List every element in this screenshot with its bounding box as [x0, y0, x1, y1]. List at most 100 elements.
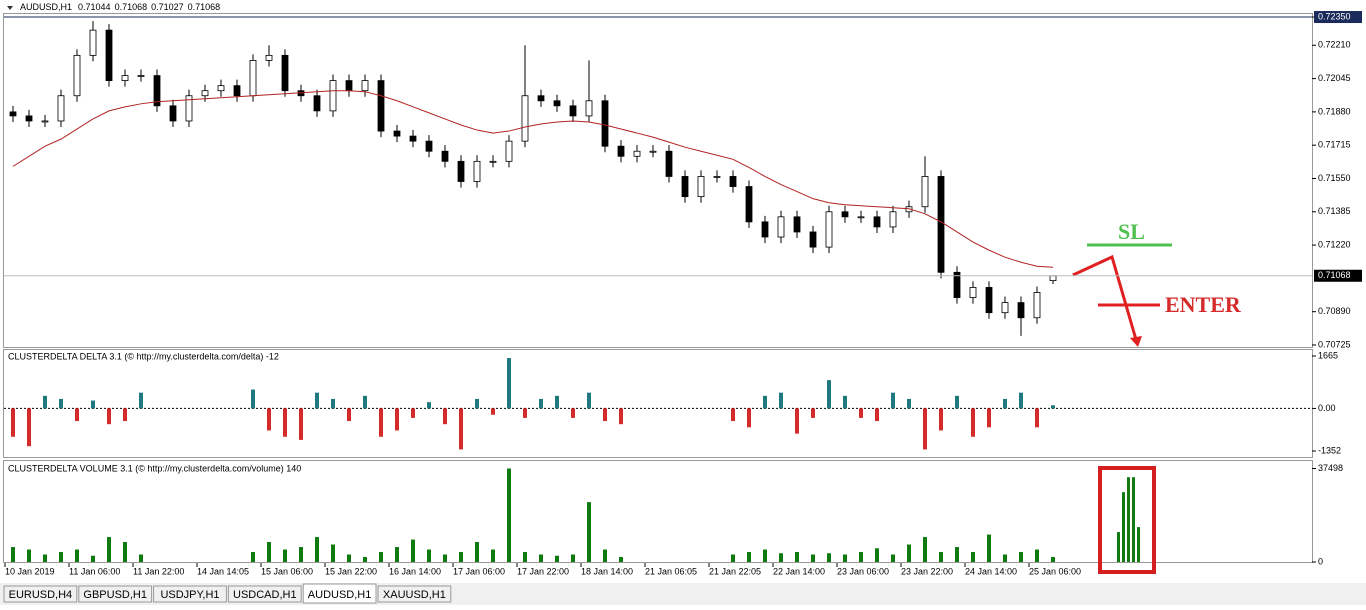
ohlc-high: 0.71068 — [115, 2, 148, 12]
tab[interactable] — [227, 585, 302, 603]
bar — [859, 552, 863, 562]
bar — [91, 555, 95, 562]
bar — [331, 398, 335, 409]
candle-body — [537, 95, 545, 102]
candle-body — [953, 271, 961, 298]
x-tick-label: 16 Jan 14:00 — [389, 566, 441, 576]
candle-body — [585, 100, 593, 117]
candle-body — [825, 211, 833, 248]
highlight-bar — [1127, 477, 1130, 562]
candle-body — [521, 95, 529, 142]
candle-body — [553, 100, 561, 107]
candle-body — [489, 160, 497, 163]
candle-body — [681, 176, 689, 198]
tab-label[interactable]: USDCAD,H1 — [233, 589, 297, 601]
x-tick-label: 15 Jan 06:00 — [261, 566, 313, 576]
x-tick-label: 11 Jan 22:00 — [133, 566, 184, 576]
bar — [843, 395, 847, 409]
bar — [123, 408, 127, 422]
tab[interactable] — [377, 585, 452, 603]
bar — [395, 408, 399, 431]
moving-average — [12, 90, 1054, 268]
y-tick-label: 37498 — [1318, 463, 1343, 473]
candle-body — [889, 211, 897, 228]
main-panel — [3, 13, 1313, 348]
bar — [507, 358, 511, 409]
candle-body — [185, 95, 193, 122]
x-tick-label: 25 Jan 06:00 — [1029, 566, 1081, 576]
current-price: 0.71068 — [1318, 270, 1351, 280]
tab-label[interactable]: EURUSD,H4 — [9, 589, 73, 601]
bar — [619, 557, 623, 562]
candle-body — [841, 211, 849, 218]
bar — [475, 398, 479, 409]
bar — [619, 408, 623, 425]
bar — [555, 395, 559, 409]
chart-title: AUDUSD,H1 0.71044 0.71068 0.71027 0.71068 — [20, 2, 220, 12]
candle-body — [217, 85, 225, 92]
y-tick-label: 0.72045 — [1318, 73, 1351, 83]
candle-body — [473, 160, 481, 182]
bar — [59, 552, 63, 562]
bar — [251, 389, 255, 409]
bar — [747, 408, 751, 428]
y-tick-label: 0.00 — [1318, 403, 1336, 413]
x-tick-label: 10 Jan 2019 — [5, 566, 55, 576]
candle-body — [1001, 302, 1009, 314]
bar — [347, 408, 351, 422]
bar — [411, 539, 415, 562]
candle-body — [153, 75, 161, 107]
candle-body — [409, 135, 417, 142]
highlight-bar — [1137, 527, 1140, 562]
candle-body — [313, 95, 321, 112]
y-tick-label: -1352 — [1318, 445, 1341, 455]
bar — [43, 395, 47, 409]
candle-body — [633, 150, 641, 157]
bar — [123, 542, 127, 562]
bar — [427, 549, 431, 562]
bar — [523, 552, 527, 562]
sl-label: SL — [1118, 219, 1145, 244]
tab[interactable] — [3, 585, 78, 603]
level-box — [1314, 11, 1362, 24]
y-tick-label: 0.72350 — [1318, 11, 1351, 21]
bar — [859, 408, 863, 418]
tab-label[interactable]: AUDUSD,H1 — [308, 589, 372, 601]
y-tick-label: 0.70725 — [1318, 339, 1351, 349]
bar — [587, 392, 591, 409]
tab-label[interactable]: GBPUSD,H1 — [83, 589, 147, 601]
bar — [491, 549, 495, 562]
bar — [539, 554, 543, 562]
tab[interactable] — [78, 585, 153, 603]
bar — [875, 548, 879, 562]
bar — [379, 408, 383, 437]
tab-label[interactable]: XAUUSD,H1 — [383, 589, 446, 601]
y-tick-label: 0 — [1318, 556, 1323, 566]
tab[interactable] — [153, 585, 227, 603]
bar — [299, 408, 303, 440]
tab[interactable] — [302, 583, 377, 604]
candle-body — [729, 176, 737, 187]
y-tick-label: 0.72210 — [1318, 40, 1351, 50]
delta-panel — [3, 349, 1313, 458]
menu-arrow[interactable] — [7, 6, 13, 10]
candle-body — [377, 80, 385, 132]
bar — [587, 502, 591, 562]
candle-body — [457, 160, 465, 182]
highlight-box — [1098, 466, 1156, 574]
bar — [779, 553, 783, 562]
tab-label[interactable]: USDJPY,H1 — [160, 589, 219, 601]
indicator-title: CLUSTERDELTA DELTA 3.1 (© http://my.clus… — [8, 351, 279, 361]
candle-body — [281, 54, 289, 92]
x-tick-label: 21 Jan 22:05 — [709, 566, 761, 576]
bar — [955, 547, 959, 562]
bar — [747, 552, 751, 562]
ohlc-close: 0.71068 — [188, 2, 221, 12]
bar — [987, 534, 991, 562]
candle-body — [617, 145, 625, 157]
bar — [267, 408, 271, 431]
x-tick-label: 22 Jan 14:00 — [773, 566, 825, 576]
candle-body — [569, 105, 577, 117]
